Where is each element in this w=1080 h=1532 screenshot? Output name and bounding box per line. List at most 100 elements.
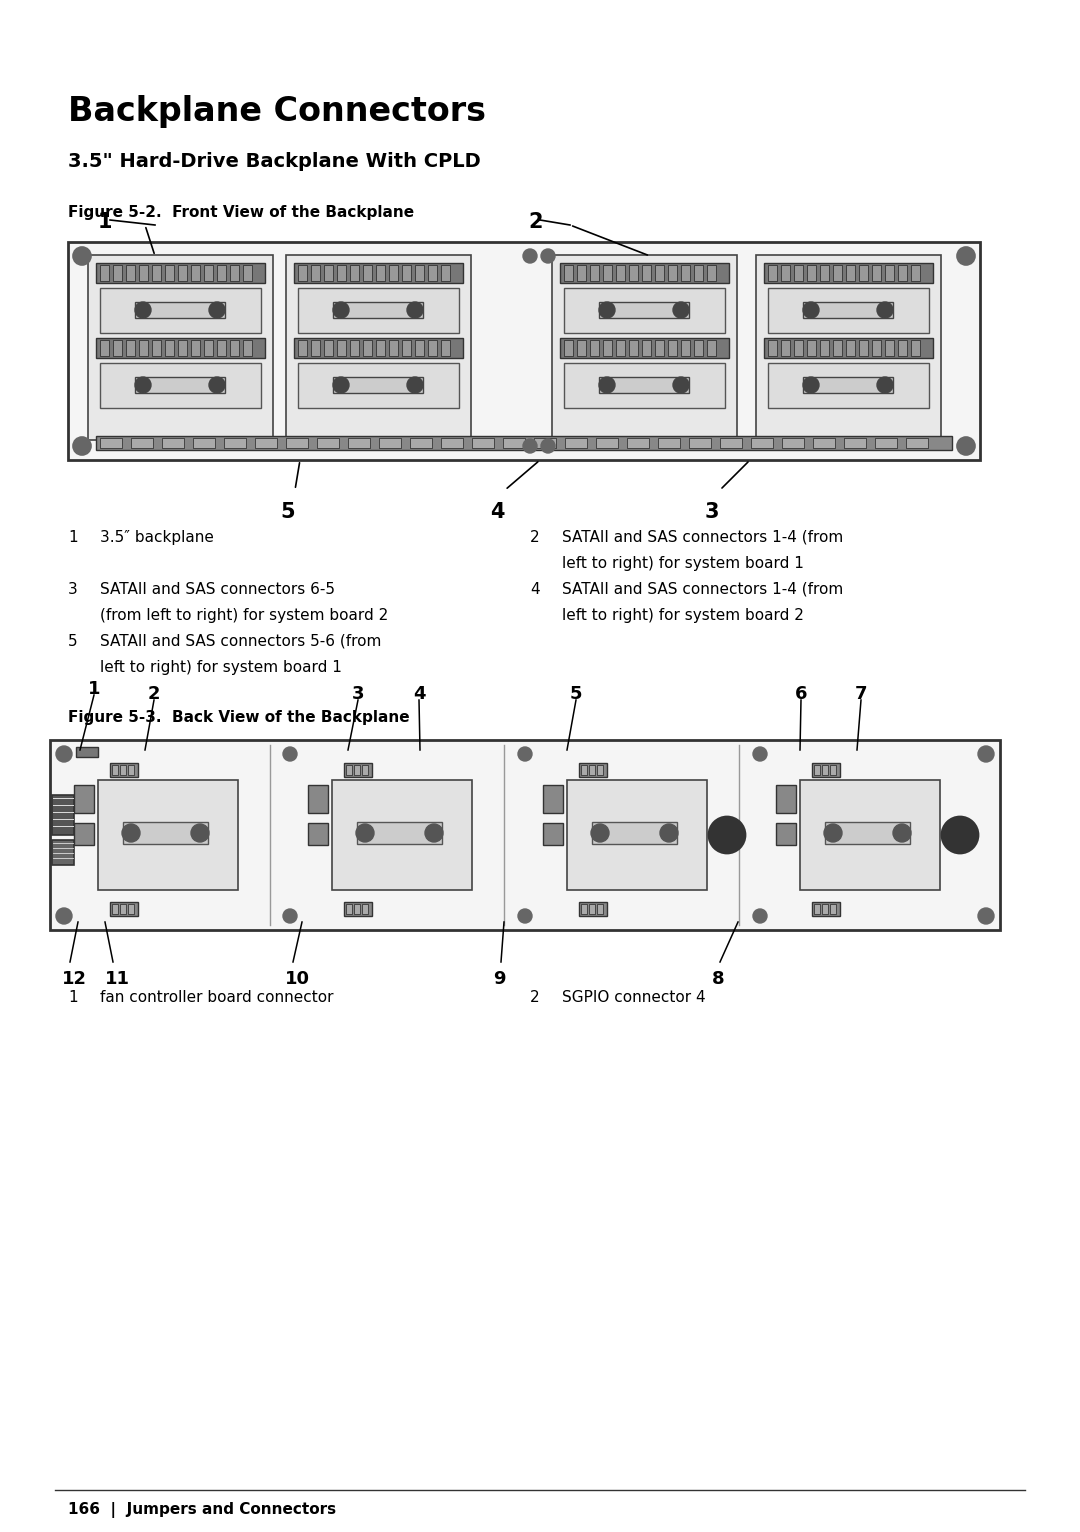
Bar [243, 340, 252, 355]
Bar [603, 340, 612, 355]
Bar [243, 265, 252, 280]
Circle shape [708, 817, 745, 853]
Text: left to right) for system board 1: left to right) for system board 1 [100, 660, 342, 676]
Circle shape [673, 377, 689, 394]
Bar [415, 340, 424, 355]
Bar [96, 339, 265, 358]
Text: 2: 2 [528, 211, 542, 231]
Bar [764, 264, 933, 283]
Circle shape [283, 748, 297, 761]
Bar [629, 340, 638, 355]
Bar [100, 363, 261, 408]
Text: 9: 9 [492, 970, 505, 988]
Text: 4: 4 [490, 502, 504, 522]
Bar [589, 904, 595, 915]
Circle shape [599, 302, 615, 319]
Bar [345, 763, 372, 777]
Bar [872, 265, 881, 280]
Bar [814, 904, 820, 915]
Bar [567, 780, 707, 890]
Circle shape [518, 908, 532, 922]
Bar [872, 340, 881, 355]
Bar [52, 795, 75, 835]
Circle shape [978, 746, 994, 761]
Text: 12: 12 [62, 970, 87, 988]
Bar [337, 265, 346, 280]
Bar [843, 438, 866, 447]
Bar [126, 265, 135, 280]
Bar [410, 438, 432, 447]
Circle shape [962, 443, 970, 450]
Text: 8: 8 [712, 970, 725, 988]
Bar [428, 340, 437, 355]
Bar [564, 363, 725, 408]
Bar [472, 438, 494, 447]
Bar [681, 340, 690, 355]
Bar [87, 254, 273, 440]
Bar [812, 902, 840, 916]
Circle shape [60, 913, 67, 919]
Bar [564, 265, 573, 280]
Bar [912, 340, 920, 355]
Bar [191, 265, 200, 280]
Bar [120, 764, 126, 775]
Text: 5: 5 [68, 634, 78, 650]
Circle shape [673, 302, 689, 319]
Bar [204, 265, 213, 280]
Bar [800, 780, 940, 890]
Text: 11: 11 [105, 970, 130, 988]
Bar [681, 265, 690, 280]
Bar [50, 740, 1000, 930]
Bar [96, 437, 951, 450]
Bar [804, 377, 893, 394]
Bar [346, 904, 352, 915]
Circle shape [962, 251, 970, 260]
Circle shape [804, 377, 819, 394]
Bar [52, 840, 75, 866]
Circle shape [78, 251, 86, 260]
Circle shape [60, 751, 67, 757]
Circle shape [283, 908, 297, 922]
Bar [286, 254, 471, 440]
Bar [311, 340, 320, 355]
Bar [120, 904, 126, 915]
Bar [629, 265, 638, 280]
Text: 3: 3 [705, 502, 719, 522]
Bar [363, 340, 372, 355]
Bar [129, 904, 134, 915]
Circle shape [426, 824, 443, 843]
Bar [885, 265, 894, 280]
Circle shape [660, 824, 678, 843]
Circle shape [527, 253, 534, 259]
Bar [230, 265, 239, 280]
Bar [311, 265, 320, 280]
Bar [561, 264, 729, 283]
Circle shape [210, 302, 225, 319]
Text: 2: 2 [148, 685, 161, 703]
Circle shape [541, 250, 555, 264]
Bar [669, 340, 677, 355]
Bar [337, 340, 346, 355]
Bar [100, 288, 261, 332]
Circle shape [957, 247, 975, 265]
Bar [152, 265, 161, 280]
Bar [354, 904, 360, 915]
Bar [379, 438, 401, 447]
Circle shape [135, 302, 151, 319]
Circle shape [287, 751, 293, 757]
Circle shape [210, 377, 225, 394]
Bar [589, 764, 595, 775]
Bar [178, 340, 187, 355]
Bar [75, 784, 94, 813]
Bar [308, 823, 328, 846]
Bar [885, 340, 894, 355]
Bar [782, 438, 804, 447]
Bar [345, 902, 372, 916]
Text: Figure 5-2.  Front View of the Backplane: Figure 5-2. Front View of the Backplane [68, 205, 414, 221]
Bar [333, 302, 423, 319]
Bar [707, 340, 716, 355]
Bar [96, 264, 265, 283]
Text: 2: 2 [530, 530, 540, 545]
Bar [906, 438, 928, 447]
Bar [654, 265, 664, 280]
